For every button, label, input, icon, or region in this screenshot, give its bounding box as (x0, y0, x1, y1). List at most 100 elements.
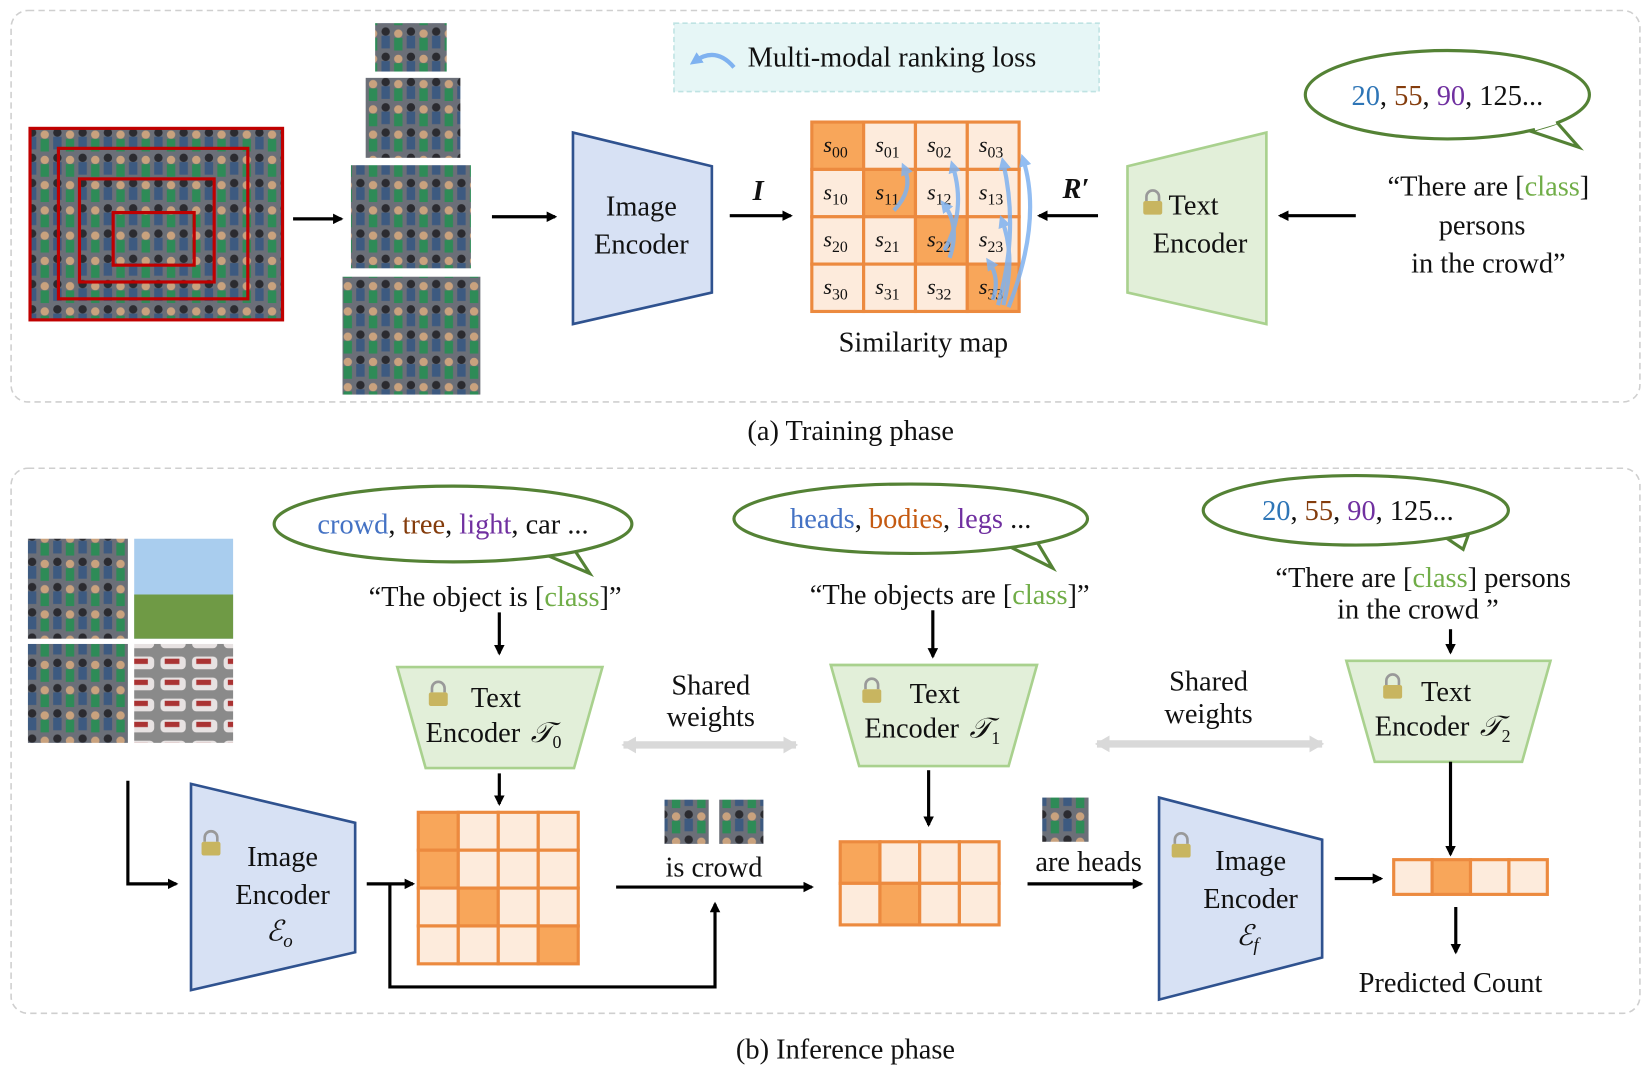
label: Text (1169, 191, 1219, 222)
ranking-loss-arrows (892, 153, 1033, 309)
similarity-cell (838, 840, 882, 885)
cell-label: s00 (823, 132, 847, 161)
similarity-cell (416, 810, 460, 852)
similarity-cell (536, 924, 580, 966)
crowd-thumbnail (719, 799, 764, 844)
similarity-cell (496, 810, 540, 852)
image-feature-label: I (752, 176, 765, 207)
similarity-cell (496, 886, 540, 928)
text-encoder: Text Encoder (1126, 130, 1268, 326)
svg-text:“There are [class] persons: “There are [class] persons (1275, 563, 1571, 594)
image-encoder-f: Image Encoder ℰf (1157, 795, 1324, 1002)
cell-label: s01 (875, 132, 899, 161)
similarity-cell (878, 881, 922, 927)
legend-label: Multi-modal ranking loss (748, 42, 1037, 73)
similarity-cell (1507, 858, 1549, 896)
cell-label: s13 (979, 179, 1003, 208)
inference-caption: (b) Inference phase (736, 1035, 955, 1066)
label: Encoder (1153, 229, 1248, 260)
shared-weights-1: Shared weights (1094, 666, 1325, 753)
class-bubble-0: crowd, tree, light, car ... (272, 484, 634, 577)
svg-text:Encoder: Encoder (235, 880, 330, 911)
similarity-cell (810, 262, 866, 314)
are-heads-label: are heads (1035, 847, 1141, 878)
lock-icon (428, 680, 448, 707)
similarity-cell (496, 848, 540, 890)
svg-text:crowd, tree, light, car ...: crowd, tree, light, car ... (317, 509, 588, 540)
svg-text:weights: weights (667, 702, 755, 733)
prompt-text: “There are [class] persons in the crowd” (1388, 172, 1590, 280)
crowd-thumbnail (664, 799, 709, 844)
cell-label: s31 (875, 274, 899, 303)
cropped-images (342, 23, 481, 395)
svg-text:in the crowd ”: in the crowd ” (1337, 595, 1499, 626)
cell-label: s02 (927, 132, 951, 161)
is-crowd-label: is crowd (665, 852, 762, 883)
label: Encoder (594, 230, 689, 261)
text-encoder-1: Text Encoder 𝒯1 (829, 663, 1039, 768)
svg-text:Text: Text (471, 683, 521, 714)
similarity-cell (1430, 858, 1473, 896)
cell-label: s21 (875, 227, 899, 256)
cell-label: s23 (979, 227, 1003, 256)
prompt-0: “The object is [class]” (369, 582, 622, 613)
similarity-cell (416, 886, 460, 928)
image-encoder-o: Image Encoder ℰo (189, 782, 357, 992)
arrow (126, 780, 179, 890)
similarity-cell (416, 924, 460, 966)
similarity-cell (918, 881, 961, 927)
predicted-count-label: Predicted Count (1359, 968, 1543, 999)
input-images (27, 538, 234, 743)
similarity-cell (1468, 858, 1511, 896)
cell-label: s11 (876, 179, 900, 208)
training-caption: (a) Training phase (747, 416, 954, 447)
svg-text:ℰf: ℰf (1236, 921, 1261, 956)
lock-icon (1383, 673, 1403, 699)
legend: Multi-modal ranking loss (673, 22, 1100, 93)
training-panel (10, 9, 1641, 403)
similarity-cell (536, 848, 580, 890)
crowd-thumbnail (1042, 797, 1089, 842)
inference-panel (10, 467, 1641, 1015)
image-encoder: Image Encoder (571, 130, 714, 326)
similarity-map-0 (416, 810, 580, 966)
svg-text:Text: Text (910, 679, 960, 710)
similarity-cell (918, 840, 961, 885)
lock-icon (862, 677, 882, 703)
label: Image (606, 192, 677, 223)
cell-label: s20 (823, 227, 847, 256)
similarity-cell (810, 215, 866, 266)
svg-text:in the crowd”: in the crowd” (1411, 249, 1566, 280)
svg-text:Shared: Shared (1169, 666, 1248, 697)
similarity-map-label: Similarity map (839, 327, 1009, 358)
similarity-cell (957, 840, 1001, 885)
lock-icon (1143, 189, 1163, 215)
similarity-cell (913, 262, 969, 314)
similarity-cell (456, 924, 500, 966)
similarity-cell (416, 848, 460, 890)
svg-text:weights: weights (1164, 699, 1252, 730)
similarity-cell (456, 848, 500, 890)
svg-text:20, 55, 90, 125...: 20, 55, 90, 125... (1262, 496, 1454, 527)
text-encoder-2: Text Encoder 𝒯2 (1344, 659, 1553, 764)
crowd-image (28, 126, 285, 322)
similarity-cell (838, 881, 882, 927)
cell-label: s32 (927, 274, 951, 303)
arrow (388, 883, 721, 989)
curved-arrow-icon (689, 52, 736, 69)
similarity-cell (957, 881, 1001, 927)
similarity-cell (456, 810, 500, 852)
svg-text:Image: Image (1215, 846, 1286, 877)
similarity-cell (878, 840, 922, 885)
svg-text:20, 55, 90, 125...: 20, 55, 90, 125... (1352, 81, 1544, 112)
text-feature-label: R′ (1061, 174, 1089, 205)
cell-label: s10 (823, 179, 847, 208)
similarity-cell (536, 886, 580, 928)
similarity-map-1 (838, 840, 1001, 927)
prompt-2: “There are [class] persons in the crowd … (1275, 563, 1571, 626)
cell-label: s30 (823, 274, 847, 303)
svg-text:ℰo: ℰo (266, 917, 293, 952)
